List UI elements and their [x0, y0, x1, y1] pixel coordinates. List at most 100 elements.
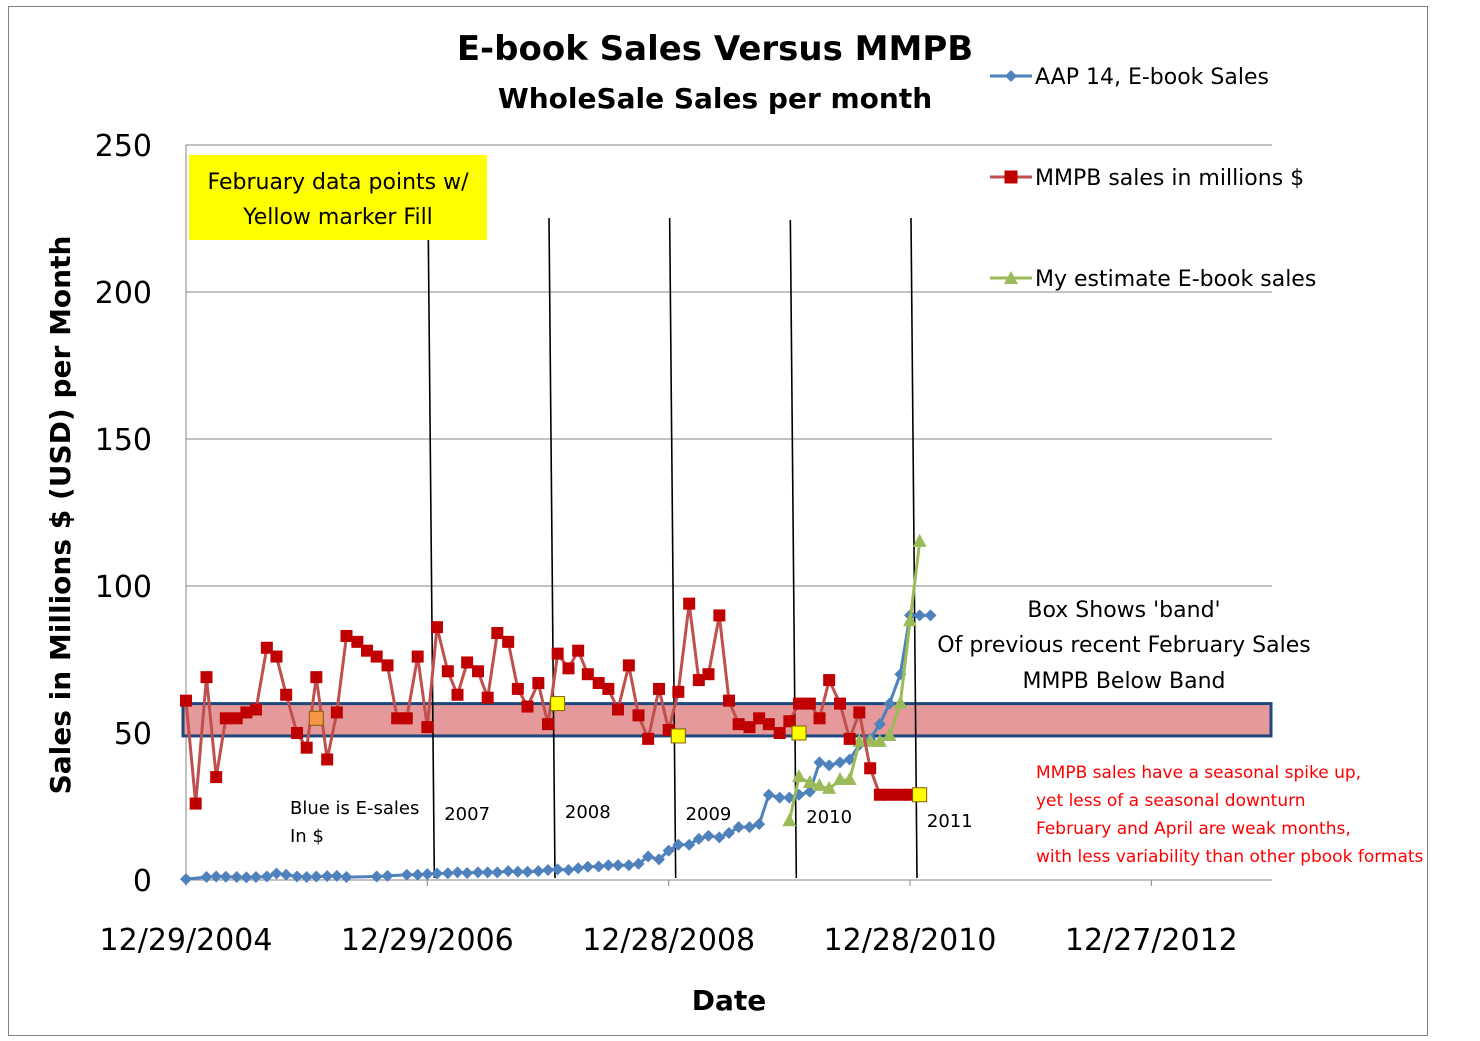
- estimate-point: [872, 733, 887, 747]
- year-label-2011: 2011: [927, 811, 973, 832]
- mmpb-point: [219, 712, 232, 725]
- mmpb-point: [843, 732, 856, 745]
- x-tick-labels: 12/29/2004 12/29/2006 12/28/2008 12/28/2010…: [100, 923, 1238, 958]
- y-axis-title: Sales in Millions $ (USD) per Month: [44, 236, 77, 795]
- mmpb-point: [873, 788, 886, 801]
- mmpb-point: [370, 650, 383, 663]
- ebook-point: [924, 609, 937, 622]
- year-label-2010: 2010: [806, 807, 852, 828]
- ebook-point: [803, 785, 816, 798]
- ebook-point: [411, 868, 424, 881]
- ebook-point: [472, 866, 485, 879]
- red-note-line-1: MMPB sales have a seasonal spike up,: [1036, 763, 1361, 783]
- y-tick-label: 0: [133, 864, 152, 899]
- estimate-point: [822, 780, 837, 794]
- mmpb-point: [653, 682, 666, 695]
- ebook-point: [240, 871, 253, 884]
- yellow-note-line-2: Yellow marker Fill: [242, 205, 433, 230]
- estimate-point: [882, 727, 897, 741]
- ebook-point: [632, 857, 645, 870]
- ebook-point: [491, 866, 504, 879]
- mmpb-point: [321, 753, 334, 766]
- mmpb-point: [713, 609, 726, 622]
- mmpb-point: [180, 694, 192, 707]
- ebook-point: [581, 860, 594, 873]
- estimate-point: [782, 813, 797, 827]
- february-point: [791, 725, 807, 741]
- ebook-point: [702, 829, 715, 842]
- estimate-point: [833, 772, 848, 786]
- mmpb-point: [632, 709, 645, 722]
- mmpb-point: [400, 712, 413, 725]
- mmpb-point: [762, 718, 775, 731]
- ebook-point: [813, 756, 826, 769]
- mmpb-point: [391, 712, 404, 725]
- mmpb-point: [240, 706, 253, 719]
- mmpb-point: [300, 741, 313, 754]
- february-point: [912, 787, 928, 803]
- ebook-point: [400, 868, 413, 881]
- ebook-point: [662, 844, 675, 857]
- mmpb-point: [280, 688, 293, 701]
- ebook-point: [210, 870, 223, 883]
- february-point: [308, 710, 324, 726]
- year-label-2008: 2008: [565, 802, 611, 823]
- mmpb-point: [562, 662, 575, 675]
- mmpb-point: [883, 788, 896, 801]
- mmpb-point: [230, 712, 243, 725]
- ebook-point: [340, 871, 353, 884]
- mmpb-point: [834, 697, 847, 710]
- x-axis-title: Date: [692, 984, 767, 1017]
- mmpb-point: [642, 732, 655, 745]
- y-tick-label: 50: [114, 717, 152, 752]
- mmpb-point: [411, 650, 424, 663]
- ebook-point: [692, 832, 705, 845]
- mmpb-point: [330, 706, 343, 719]
- mmpb-point: [260, 641, 273, 654]
- mmpb-point: [542, 718, 554, 731]
- mmpb-point: [894, 788, 907, 801]
- mmpb-point: [683, 597, 696, 610]
- legend-marker-ebook: [1005, 70, 1017, 82]
- ebook-point: [542, 864, 554, 877]
- year-label-2007: 2007: [444, 804, 490, 825]
- ebook-point: [370, 870, 383, 883]
- ebook-point: [310, 870, 323, 883]
- mmpb-point: [672, 685, 685, 698]
- mmpb-point: [592, 677, 605, 690]
- band-note-line-3: MMPB Below Band: [1023, 669, 1226, 694]
- mmpb-point: [823, 674, 836, 687]
- mmpb-point: [813, 712, 826, 725]
- x-tick-label: 12/28/2008: [582, 923, 755, 958]
- blue-note-line-1: Blue is E-sales: [290, 798, 419, 819]
- mmpb-point: [773, 727, 786, 739]
- mmpb-point: [491, 627, 504, 640]
- x-tick-label: 12/27/2012: [1065, 923, 1238, 958]
- year-labels: 2007 2008 2009 2010 2011: [444, 802, 972, 832]
- ebook-point: [723, 826, 735, 839]
- legend-marker-mmpb: [1004, 170, 1018, 184]
- mmpb-point: [581, 668, 594, 681]
- mmpb-point: [310, 671, 323, 684]
- ebook-point: [602, 859, 615, 872]
- mmpb-point: [783, 715, 796, 728]
- ebook-point: [430, 867, 443, 880]
- ebook-point: [683, 838, 696, 851]
- ebook-point: [421, 868, 434, 881]
- ebook-point: [572, 862, 585, 875]
- legend: AAP 14, E-book Sales MMPB sales in milli…: [990, 65, 1316, 292]
- february-point: [670, 728, 686, 744]
- ebook-point: [713, 831, 726, 844]
- ebook-point: [622, 859, 635, 872]
- ebook-point: [291, 870, 304, 883]
- mmpb-point: [351, 635, 364, 648]
- ebook-point: [913, 609, 926, 622]
- ebook-point: [481, 866, 494, 879]
- mmpb-point: [441, 665, 454, 678]
- mmpb-point: [732, 718, 745, 731]
- estimate-point: [903, 613, 917, 627]
- mmpb-point: [753, 712, 766, 725]
- estimate-point: [912, 533, 927, 547]
- ebook-point: [823, 759, 836, 772]
- ebook-point: [451, 866, 464, 879]
